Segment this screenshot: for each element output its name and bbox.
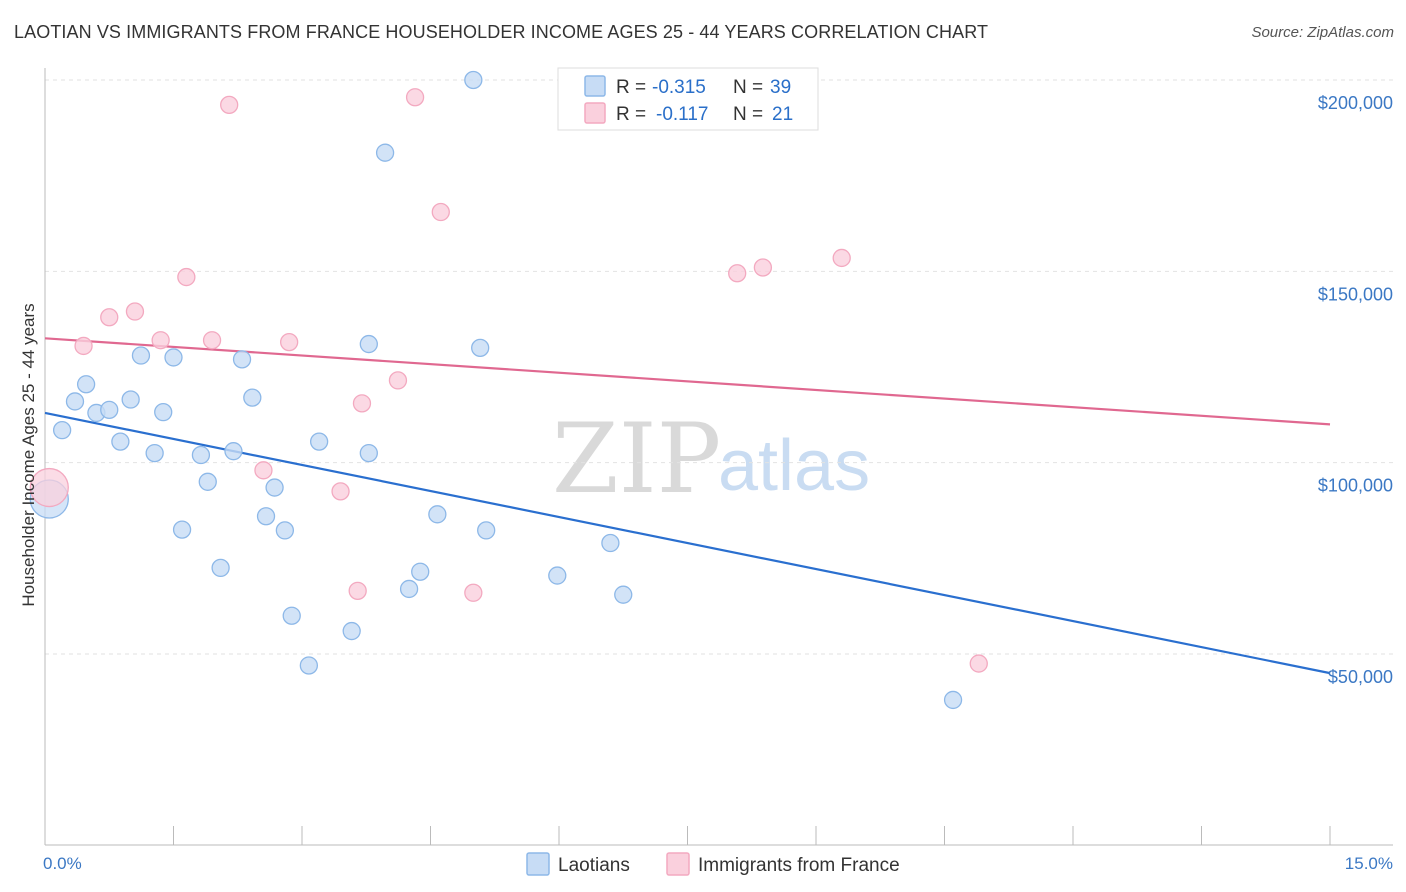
point-france bbox=[100, 308, 119, 327]
watermark-atlas: atlas bbox=[718, 426, 870, 506]
point-laotians bbox=[359, 334, 378, 354]
point-laotians bbox=[145, 443, 164, 463]
point-france bbox=[151, 331, 170, 350]
point-laotians bbox=[548, 566, 567, 585]
point-france bbox=[431, 202, 450, 222]
point-laotians bbox=[375, 143, 395, 162]
series-legend-laotians: Laotians bbox=[558, 855, 630, 876]
point-laotians bbox=[65, 392, 85, 411]
trend-line-france bbox=[44, 337, 1331, 426]
point-laotians bbox=[477, 521, 496, 540]
series-legend-france: Immigrants from France bbox=[698, 855, 900, 876]
y-tick-label: $50,000 bbox=[1328, 667, 1393, 687]
series-legend: Laotians Immigrants from France bbox=[526, 852, 900, 876]
point-france bbox=[388, 371, 408, 390]
point-france bbox=[220, 95, 239, 115]
y-tick-label: $100,000 bbox=[1318, 476, 1393, 496]
axes bbox=[44, 68, 1393, 846]
series-legend-swatch-france bbox=[666, 852, 690, 876]
point-france bbox=[279, 332, 299, 352]
point-laotians bbox=[601, 533, 620, 553]
point-laotians bbox=[399, 579, 419, 599]
series-legend-swatch-laotians bbox=[526, 852, 550, 876]
point-laotians bbox=[232, 350, 252, 369]
x-tick-label-max: 15.0% bbox=[1345, 854, 1393, 873]
legend-r-label-2: R = bbox=[616, 104, 646, 125]
point-laotians bbox=[100, 400, 119, 420]
legend-n-label-2: N = bbox=[733, 104, 763, 125]
point-laotians bbox=[428, 505, 447, 524]
point-laotians bbox=[614, 585, 633, 604]
point-laotians bbox=[76, 375, 96, 394]
legend-n-value-1: 39 bbox=[770, 77, 791, 98]
point-france bbox=[348, 581, 367, 601]
trend-lines bbox=[44, 337, 1331, 675]
legend-r-value-2: -0.117 bbox=[656, 104, 708, 125]
point-laotians bbox=[164, 348, 183, 367]
point-france bbox=[125, 302, 145, 321]
point-laotians bbox=[282, 606, 301, 625]
point-france bbox=[728, 264, 747, 283]
point-france bbox=[832, 248, 851, 268]
gridlines bbox=[45, 79, 1393, 655]
point-laotians bbox=[359, 443, 378, 463]
legend-r-value-1: -0.315 bbox=[652, 77, 706, 98]
y-tick-label: $150,000 bbox=[1318, 284, 1393, 304]
legend-n-value-2: 21 bbox=[772, 104, 793, 125]
watermark-zip: ZIP bbox=[552, 403, 721, 515]
legend-swatch-laotians bbox=[584, 75, 606, 97]
y-tick-label: $200,000 bbox=[1318, 93, 1393, 113]
point-france bbox=[464, 583, 483, 602]
point-laotians bbox=[191, 445, 211, 465]
correlation-legend: R = -0.315 N = 39 R = -0.117 N = 21 bbox=[557, 67, 819, 131]
point-france bbox=[74, 336, 93, 356]
legend-swatch-france bbox=[584, 102, 606, 124]
point-france bbox=[177, 267, 196, 287]
source-label: Source: ZipAtlas.com bbox=[1251, 24, 1394, 41]
point-laotians bbox=[198, 472, 217, 491]
point-france bbox=[753, 258, 773, 277]
y-tick-labels: $50,000 $100,000 $150,000 $200,000 bbox=[1318, 93, 1393, 687]
legend-r-label-1: R = bbox=[616, 77, 646, 98]
point-laotians bbox=[111, 432, 130, 451]
trend-line-laotians bbox=[44, 411, 1331, 675]
chart-title: LAOTIAN VS IMMIGRANTS FROM FRANCE HOUSEH… bbox=[14, 22, 989, 42]
point-france bbox=[254, 461, 273, 480]
point-laotians bbox=[471, 338, 490, 358]
x-tick-label-min: 0.0% bbox=[43, 854, 82, 873]
point-laotians bbox=[52, 420, 72, 440]
point-laotians bbox=[131, 346, 151, 365]
point-laotians bbox=[243, 388, 262, 407]
point-france bbox=[202, 331, 222, 350]
point-laotians bbox=[224, 442, 243, 461]
point-france bbox=[331, 482, 350, 501]
point-france bbox=[352, 394, 372, 413]
point-laotians bbox=[943, 690, 963, 710]
point-laotians bbox=[256, 507, 276, 526]
point-laotians bbox=[121, 390, 140, 409]
point-laotians bbox=[211, 558, 230, 578]
point-laotians bbox=[154, 403, 173, 422]
point-laotians bbox=[342, 621, 361, 641]
point-laotians bbox=[299, 656, 319, 675]
legend-n-label-1: N = bbox=[733, 77, 763, 98]
point-france bbox=[29, 467, 69, 508]
y-axis-title: Householder Income Ages 25 - 44 years bbox=[19, 303, 38, 606]
point-france bbox=[969, 654, 988, 673]
point-laotians bbox=[411, 562, 430, 581]
point-laotians bbox=[172, 520, 192, 539]
data-points bbox=[29, 70, 988, 710]
point-laotians bbox=[265, 478, 284, 497]
point-france bbox=[405, 88, 425, 107]
point-laotians bbox=[275, 521, 295, 540]
point-laotians bbox=[309, 432, 329, 451]
point-laotians bbox=[464, 70, 483, 90]
